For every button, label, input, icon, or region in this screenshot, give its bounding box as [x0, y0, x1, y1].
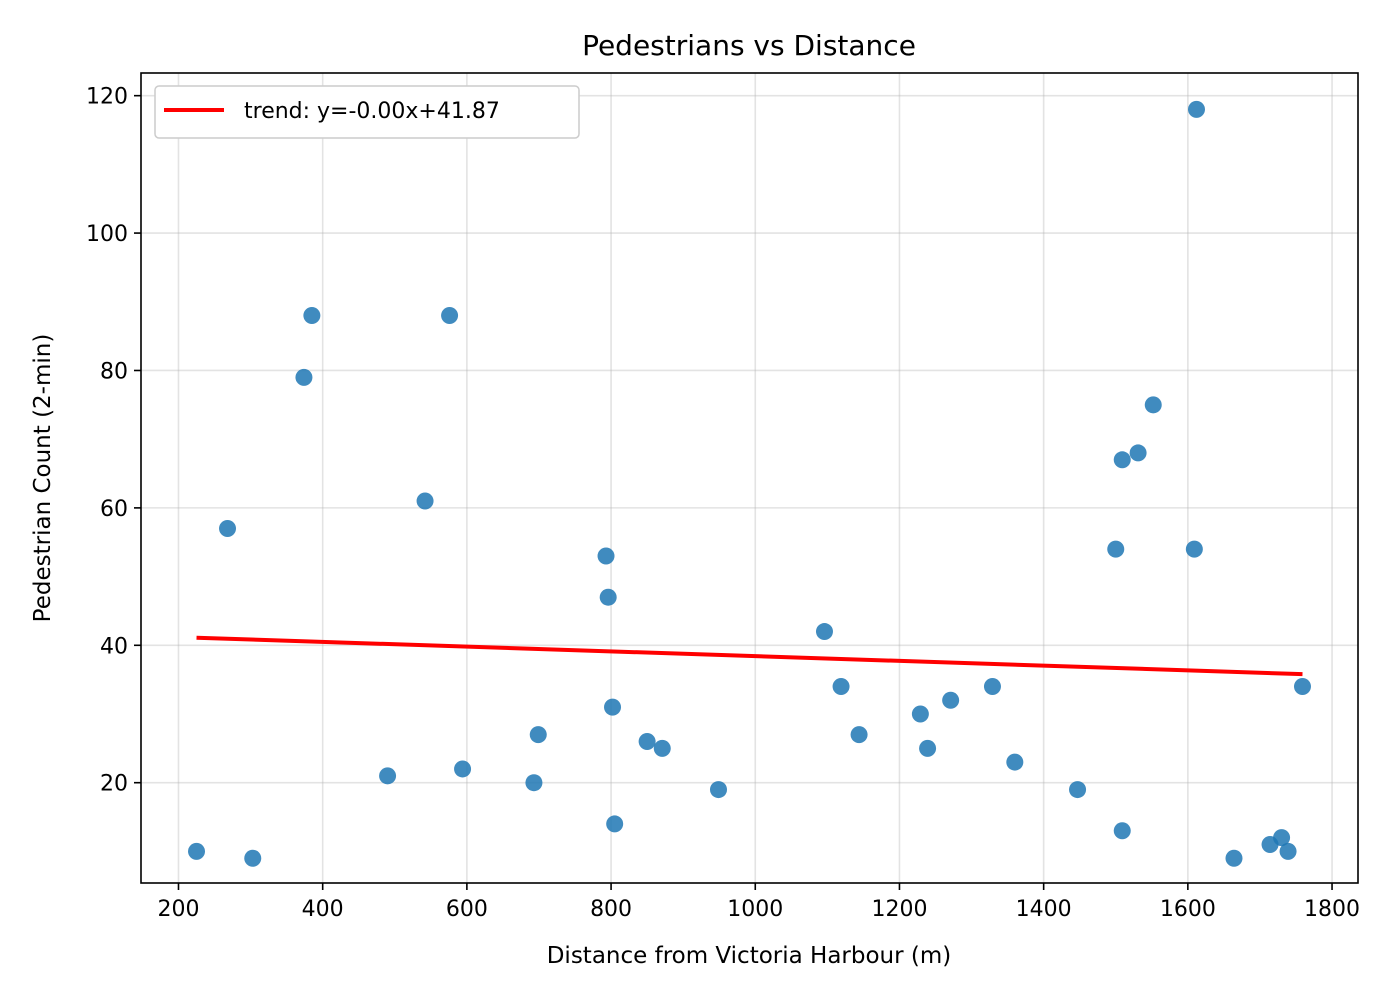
data-point [942, 691, 960, 709]
data-point [597, 547, 615, 565]
x-tick-label: 1600 [1160, 897, 1216, 922]
data-point [850, 726, 868, 744]
y-tick-label: 100 [86, 222, 128, 247]
data-point [295, 368, 313, 386]
data-point [604, 698, 622, 716]
data-point [244, 849, 262, 867]
chart-title: Pedestrians vs Distance [582, 29, 916, 62]
y-tick-label: 40 [100, 634, 128, 659]
data-point [911, 705, 929, 723]
y-axis-ticks: 20 40 60 80 100 120 [86, 85, 141, 797]
data-point [1293, 678, 1311, 696]
y-tick-label: 20 [100, 772, 128, 797]
data-point [638, 732, 656, 750]
data-point [653, 739, 671, 757]
data-point [1225, 849, 1243, 867]
data-point [441, 307, 459, 325]
data-point [1279, 842, 1297, 860]
data-point [416, 492, 434, 510]
trend-line-group [196, 635, 1303, 677]
y-tick-label: 80 [100, 359, 128, 384]
x-axis-ticks: 200 400 600 800 1000 1200 1400 1600 1800 [157, 883, 1360, 922]
x-tick-label: 400 [302, 897, 344, 922]
data-point [1006, 753, 1024, 771]
data-point [815, 623, 833, 641]
data-point [983, 678, 1001, 696]
data-point [525, 774, 543, 792]
data-point [219, 519, 237, 537]
x-tick-label: 1400 [1016, 897, 1072, 922]
data-point [303, 307, 321, 325]
y-axis-label: Pedestrian Count (2-min) [30, 334, 56, 623]
data-point [1113, 822, 1131, 840]
data-point [188, 842, 206, 860]
plot-area-frame [140, 72, 1359, 884]
data-point [1069, 781, 1087, 799]
legend-trend-label: trend: y=-0.00x+41.87 [244, 99, 500, 124]
data-point [709, 781, 727, 799]
legend-box [154, 85, 580, 139]
trend-line [196, 635, 1303, 677]
data-point [379, 767, 397, 785]
x-tick-label: 800 [590, 897, 632, 922]
x-tick-label: 1800 [1304, 897, 1360, 922]
data-point [1129, 444, 1147, 462]
data-point [599, 588, 617, 606]
y-tick-label: 120 [86, 85, 128, 110]
data-point [1113, 451, 1131, 469]
data-point [606, 815, 624, 833]
data-point [832, 678, 850, 696]
data-point [1107, 540, 1125, 558]
data-points [188, 100, 1311, 867]
x-tick-label: 200 [157, 897, 199, 922]
x-tick-label: 1000 [727, 897, 783, 922]
x-tick-label: 600 [446, 897, 488, 922]
data-point [1188, 100, 1206, 118]
x-axis-label: Distance from Victoria Harbour (m) [547, 943, 952, 969]
data-point [1185, 540, 1203, 558]
legend: trend: y=-0.00x+41.87 [154, 85, 580, 139]
data-point [1273, 829, 1291, 847]
data-point [919, 739, 937, 757]
gridlines [141, 73, 1358, 883]
data-point [1144, 396, 1162, 414]
data-point [529, 726, 547, 744]
data-point [454, 760, 472, 778]
x-tick-label: 1200 [871, 897, 927, 922]
y-tick-label: 60 [100, 497, 128, 522]
